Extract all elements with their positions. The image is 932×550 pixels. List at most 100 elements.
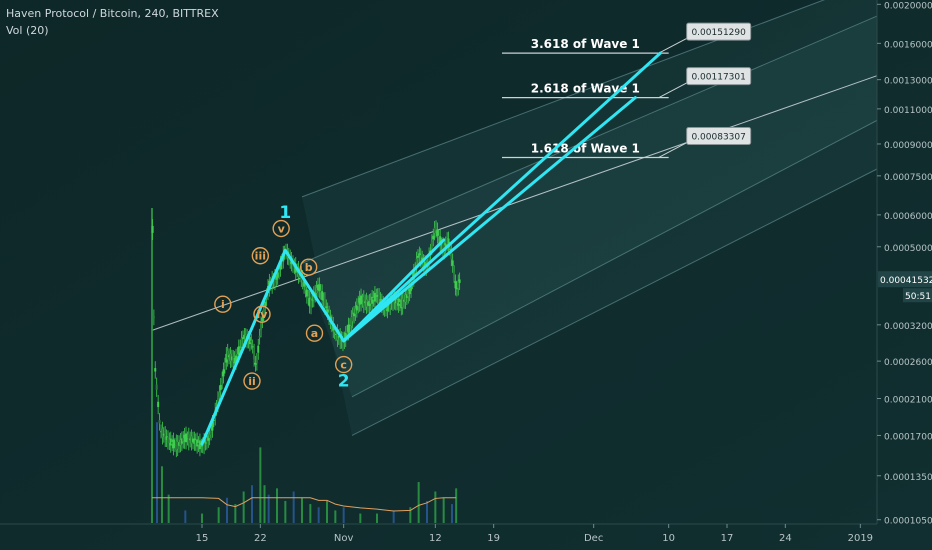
candle-body	[437, 235, 440, 238]
candle-body	[275, 276, 278, 280]
candle-body	[193, 438, 196, 444]
time-axis-tick-label: Dec	[584, 533, 603, 544]
elliott-wave-lines[interactable]	[200, 51, 662, 446]
parallel-channel[interactable]	[151, 0, 878, 436]
candle-body	[369, 300, 372, 304]
volume-bar	[217, 507, 220, 523]
candle-body	[258, 335, 261, 338]
volume-bar	[334, 510, 337, 523]
channel-line[interactable]	[351, 119, 878, 398]
time-axis-tick-label: Nov	[334, 533, 354, 544]
candle-body	[304, 286, 307, 291]
candle-body	[172, 439, 175, 449]
volume-bars	[151, 208, 458, 523]
wave-label-minor: i	[221, 298, 225, 311]
wave-label-minor: v	[278, 223, 286, 236]
volume-bar	[184, 510, 187, 523]
channel-line[interactable]	[301, 15, 878, 264]
candle-body	[196, 439, 199, 447]
candle-body	[262, 309, 265, 315]
candle-body	[276, 272, 279, 278]
candle-body	[171, 442, 174, 444]
price-tag-value: 0.00083307	[691, 132, 745, 142]
candle-body	[351, 314, 354, 322]
price-tag-box[interactable]	[686, 22, 752, 41]
time-axis[interactable]: 15 22 Nov 12 19 Dec 10 17 24 2019	[196, 524, 873, 544]
candle-body	[444, 243, 447, 247]
candle-body	[379, 299, 382, 303]
candle-body	[164, 432, 167, 440]
candle-body	[433, 227, 436, 234]
wave-trend-line[interactable]	[283, 248, 346, 343]
candle-body	[435, 227, 438, 231]
channel-line[interactable]	[301, 0, 877, 198]
candle-body	[321, 291, 324, 300]
wave-trend-line[interactable]	[342, 96, 637, 343]
channel-band-inner	[302, 16, 877, 397]
volume-bar	[309, 504, 312, 523]
price-tag-box[interactable]	[686, 67, 752, 86]
volume-bar	[376, 513, 378, 523]
candle-body	[333, 330, 336, 333]
countdown-badge	[903, 288, 932, 303]
channel-line[interactable]	[351, 168, 878, 436]
candle-body	[161, 428, 164, 438]
candle-body	[348, 325, 351, 327]
volume-moving-average	[152, 497, 457, 512]
candle-body	[303, 281, 306, 287]
candle-body	[404, 294, 407, 302]
candle-body	[396, 299, 399, 304]
volume-bar	[276, 488, 278, 523]
candle-body	[208, 434, 211, 439]
fibonacci-targets[interactable]: 3.618 of Wave 1 0.00151290 2.618 of Wave 1…	[502, 22, 752, 159]
volume-bar	[392, 510, 395, 523]
price-tag-box[interactable]	[686, 126, 752, 145]
fib-level-label: 3.618 of Wave 1	[531, 37, 640, 51]
time-axis-tick-label: 2019	[848, 533, 873, 544]
candle-body	[212, 420, 215, 422]
candle-body	[440, 244, 443, 246]
candle-body	[194, 440, 197, 444]
candle-body	[200, 445, 203, 447]
channel-band-outer	[302, 0, 877, 436]
wave-trend-line[interactable]	[342, 51, 662, 343]
candle-body	[447, 238, 450, 248]
volume-bar	[455, 488, 458, 523]
candle-body	[210, 431, 213, 434]
candle-body	[237, 346, 240, 356]
wave-trend-line[interactable]	[342, 238, 446, 343]
candle-body	[236, 354, 239, 356]
candle-body	[279, 262, 282, 270]
volume-bar	[267, 494, 270, 523]
candle-body	[373, 292, 376, 302]
candle-body	[233, 357, 236, 364]
candle-body	[407, 291, 410, 297]
volume-indicator-label[interactable]: Vol (20)	[6, 24, 49, 37]
candle-body	[185, 433, 188, 443]
candle-body	[360, 295, 363, 305]
wave-trend-line[interactable]	[200, 248, 287, 446]
wave-label-circle	[251, 247, 270, 265]
wave-label-circle	[253, 305, 271, 323]
candle-body	[250, 340, 253, 343]
candle-body	[439, 236, 442, 245]
candle-body	[166, 437, 169, 443]
volume-bar	[234, 504, 237, 523]
channel-median-line[interactable]	[151, 75, 878, 331]
symbol-title[interactable]: Haven Protocol / Bitcoin, 240, BITTREX	[6, 7, 219, 20]
candle-body	[416, 256, 419, 258]
candle-body	[261, 317, 264, 321]
candle-body	[157, 401, 160, 408]
candle-body	[455, 287, 458, 290]
candle-body	[385, 307, 388, 310]
candle-body	[428, 254, 431, 264]
volume-bar	[426, 500, 428, 523]
candle-body	[325, 306, 328, 309]
candle-body	[400, 299, 403, 309]
